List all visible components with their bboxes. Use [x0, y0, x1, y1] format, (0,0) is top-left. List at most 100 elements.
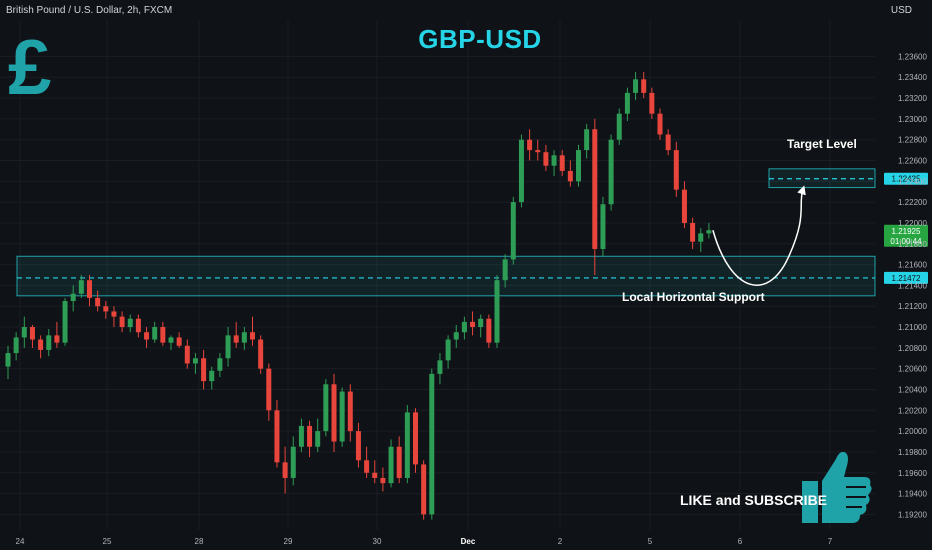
candle-body [13, 337, 19, 354]
candle-body [241, 332, 247, 343]
candle-body [290, 446, 296, 478]
candle-body [624, 92, 630, 114]
target-level-label: Target Level [787, 137, 857, 151]
candle-body [78, 280, 84, 294]
x-tick-label: 25 [103, 537, 112, 546]
candle-body [347, 391, 353, 432]
currency-label: USD [890, 5, 912, 16]
x-tick-label: 30 [373, 537, 382, 546]
candle-body [413, 412, 418, 465]
candle-body [470, 321, 476, 328]
support-zone [16, 255, 876, 297]
candle-body [355, 431, 361, 461]
y-tick-label: 1.21200 [898, 302, 927, 311]
y-tick-label: 1.19400 [898, 490, 927, 499]
candle-body [559, 155, 565, 171]
candle-body [641, 79, 647, 93]
candle-body [225, 335, 231, 359]
candle-body [510, 202, 516, 260]
grid [0, 20, 875, 530]
candle-body [127, 318, 133, 328]
candle-body [298, 425, 304, 447]
candle-body [331, 384, 337, 442]
candle-body [323, 384, 329, 432]
support-price-tag-bg [884, 271, 928, 284]
candle-body [5, 353, 11, 367]
y-tick-label: 1.23200 [898, 94, 927, 103]
candle-body [192, 358, 198, 364]
candle-body [201, 358, 207, 382]
candle-body [429, 373, 435, 515]
candle-body [567, 170, 573, 182]
candle-body [233, 335, 239, 343]
candle-body [176, 337, 182, 346]
x-tick-label: Dec [461, 537, 476, 546]
candle-body [209, 370, 215, 382]
zones [16, 168, 876, 297]
pound-sign-icon: £ [8, 23, 52, 111]
candle-body [388, 446, 394, 484]
candle-body [421, 464, 427, 515]
axes: 1.23600 1.23400 1.23200 1.23000 1.22800 1.226… [16, 52, 928, 546]
candle-body [584, 129, 590, 151]
candle-body [453, 332, 459, 340]
candle-body [70, 293, 76, 302]
thumbs-up-icon[interactable] [802, 451, 872, 523]
candle-body [502, 259, 508, 281]
y-tick-label: 1.20800 [898, 344, 927, 353]
candle-body [21, 327, 27, 338]
x-tick-label: 29 [284, 537, 293, 546]
projection-arrow [712, 185, 806, 286]
candle-body [380, 477, 386, 484]
candle-body [616, 113, 622, 140]
icons [802, 451, 872, 523]
candle-body [168, 337, 174, 343]
y-tick-label: 1.19800 [898, 448, 927, 457]
y-tick-label: 1.21600 [898, 261, 927, 270]
y-tick-label: 1.21400 [898, 281, 927, 290]
x-tick-label: 6 [738, 537, 743, 546]
countdown-label: 01:00:44 [890, 237, 922, 246]
candle-body [111, 311, 117, 317]
y-tick-label: 1.22800 [898, 136, 927, 145]
candle-body [673, 150, 679, 190]
candle-body [372, 472, 378, 478]
candle-body [690, 222, 696, 242]
candle-body [87, 280, 92, 298]
candle-body [657, 113, 663, 135]
candle-body [461, 321, 467, 333]
symbol-label: British Pound / U.S. Dollar, 2h, FXCM [6, 5, 173, 16]
x-tick-label: 28 [195, 537, 204, 546]
y-tick-label: 1.21800 [898, 240, 927, 249]
candle-body [518, 139, 524, 203]
candle-body [478, 318, 484, 328]
candle-body [633, 79, 639, 93]
candle-body [681, 189, 687, 223]
candle-body [38, 339, 44, 350]
y-tick-label: 1.23000 [898, 115, 927, 124]
support-price-tag: 1.21472 [892, 274, 921, 283]
candle-body [698, 233, 704, 242]
last-price-tag: 1.21925 [892, 227, 921, 236]
candle-body [266, 368, 272, 411]
candle-body [258, 339, 264, 369]
candle-body [364, 460, 370, 473]
candle-body [160, 327, 166, 343]
y-tick-label: 1.22600 [898, 157, 927, 166]
candle-body [649, 92, 655, 114]
y-tick-label: 1.20400 [898, 385, 927, 394]
candle-body [706, 230, 712, 234]
candle-body [274, 410, 280, 463]
y-tick-label: 1.20600 [898, 365, 927, 374]
candle-body [527, 139, 533, 151]
candle-body [339, 391, 345, 442]
candle-body [217, 358, 223, 371]
x-tick-label: 24 [16, 537, 25, 546]
candle-body [551, 155, 557, 166]
candle-body [608, 139, 614, 205]
like-subscribe-label[interactable]: LIKE and SUBSCRIBE [680, 492, 828, 508]
target-price-tag: 1.22425 [892, 175, 921, 184]
candle-body [307, 425, 313, 447]
